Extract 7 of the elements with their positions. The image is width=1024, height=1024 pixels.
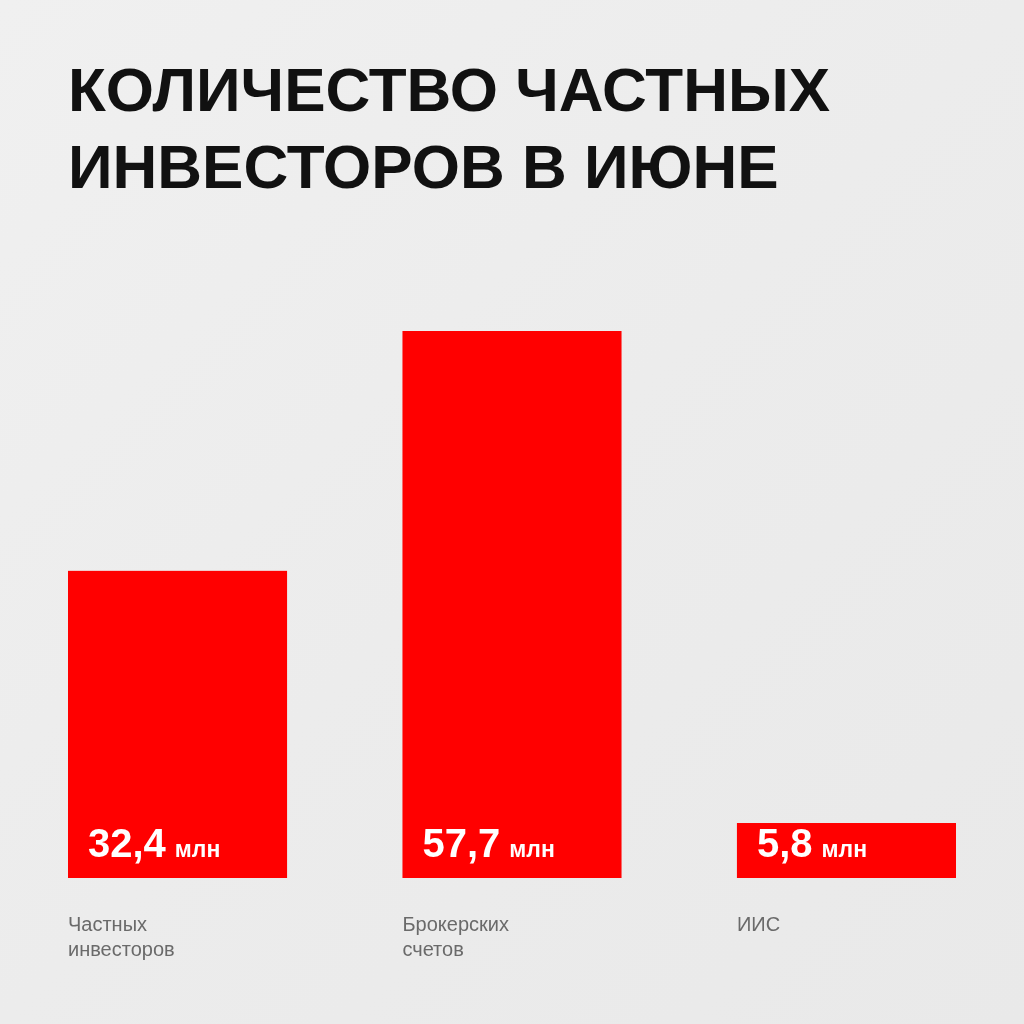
x-tick-label: Брокерских счетов — [402, 913, 509, 960]
x-tick-label: ИИС — [736, 913, 781, 935]
chart-title: КОЛИЧЕСТВО ЧАСТНЫХ ИНВЕСТОРОВ В ИЮНЕ — [68, 55, 831, 201]
x-tick-label: Частных инвесторов — [68, 913, 175, 960]
data-label: 32,4 млн — [88, 821, 221, 865]
data-label: 57,7 млн — [422, 821, 555, 865]
data-label: 5,8 млн — [756, 821, 868, 865]
